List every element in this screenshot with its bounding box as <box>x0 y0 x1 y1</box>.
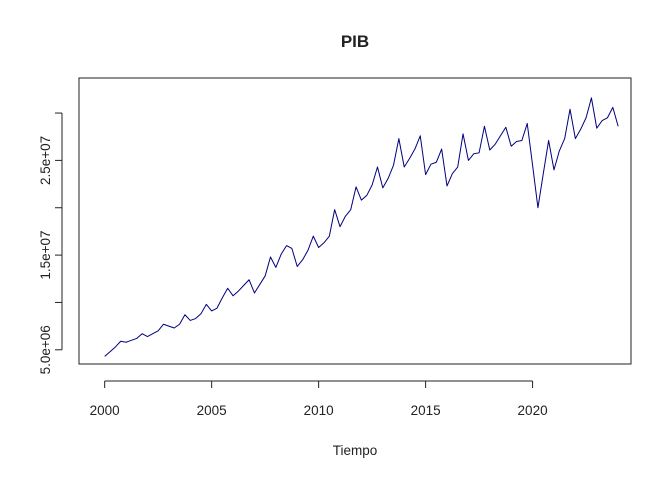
y-tick-label: 2.5e+07 <box>38 136 53 185</box>
plot-frame <box>78 77 632 365</box>
y-tick-label: 1.5e+07 <box>38 230 53 279</box>
x-tick-label: 2010 <box>304 403 334 418</box>
x-tick-label: 2005 <box>197 403 227 418</box>
x-tick-label: 2020 <box>518 403 548 418</box>
chart-title: PIB <box>341 32 369 51</box>
series-line-0 <box>104 97 619 357</box>
x-axis-label: Tiempo <box>333 443 378 458</box>
x-tick-label: 2000 <box>90 403 120 418</box>
y-tick-label: 5.0e+06 <box>38 325 53 374</box>
x-tick-label: 2015 <box>411 403 441 418</box>
